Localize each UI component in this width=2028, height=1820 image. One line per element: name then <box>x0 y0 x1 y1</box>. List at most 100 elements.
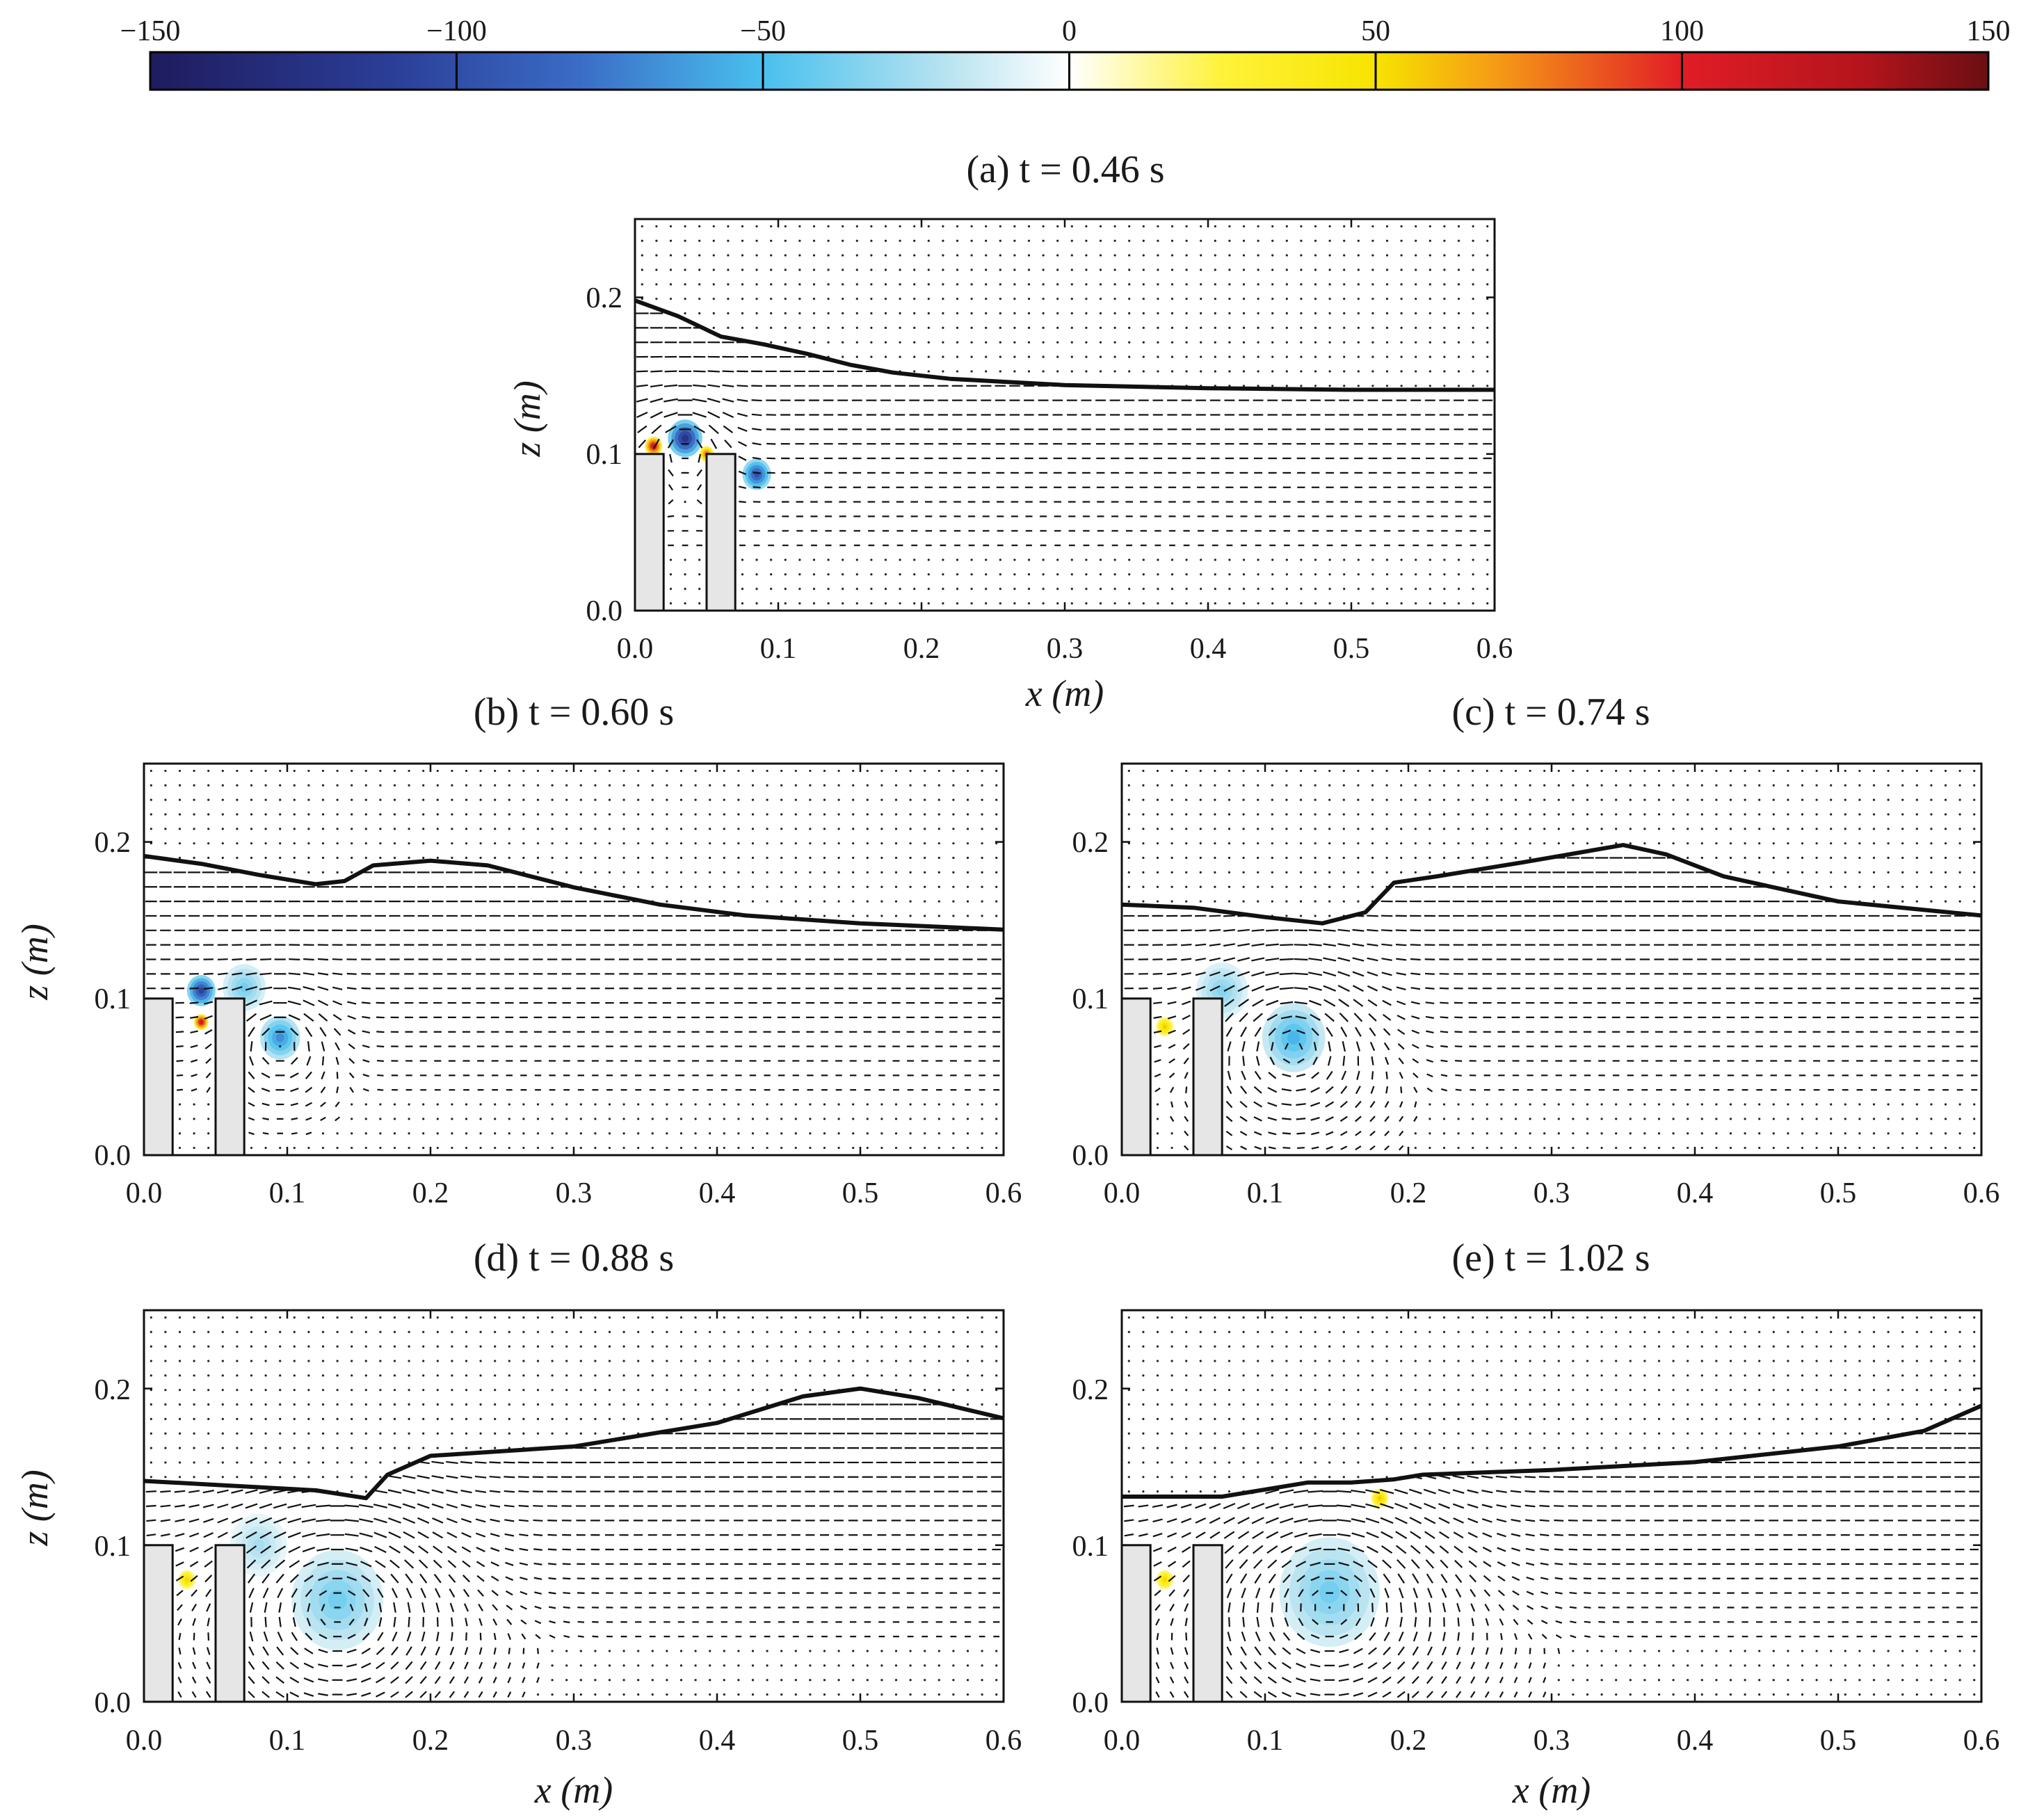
air-point <box>178 1432 182 1435</box>
air-point <box>1228 283 1231 286</box>
air-point <box>1744 813 1746 816</box>
velocity-arrow <box>1226 1086 1232 1095</box>
velocity-point <box>866 1118 869 1120</box>
velocity-point <box>1872 1118 1876 1120</box>
velocity-arrow <box>1296 1118 1306 1120</box>
air-point <box>1915 900 1918 903</box>
air-point <box>1729 828 1732 830</box>
velocity-point <box>1958 1132 1961 1135</box>
air-point <box>1042 254 1045 257</box>
air-point <box>1729 769 1732 773</box>
air-point <box>150 1417 152 1420</box>
velocity-arrow <box>1294 987 1308 990</box>
air-point <box>1314 341 1317 344</box>
air-point <box>1973 769 1976 773</box>
velocity-point <box>351 1146 353 1150</box>
air-point <box>351 828 353 830</box>
air-point <box>842 239 844 242</box>
velocity-point <box>1500 1118 1503 1120</box>
air-point <box>164 1432 167 1435</box>
velocity-arrow <box>1167 1015 1177 1020</box>
air-point <box>1314 828 1317 830</box>
air-point <box>679 813 683 816</box>
velocity-arrow <box>650 398 663 403</box>
air-point <box>1228 268 1231 271</box>
air-point <box>1343 312 1346 315</box>
air-point <box>1801 856 1804 860</box>
air-point <box>1514 813 1518 816</box>
velocity-point <box>1185 558 1188 561</box>
velocity-point <box>1442 1132 1446 1135</box>
air-point <box>1872 813 1876 816</box>
velocity-point <box>522 1103 525 1106</box>
air-point <box>1156 769 1159 773</box>
air-point <box>784 239 787 242</box>
air-point <box>1185 225 1188 228</box>
velocity-point <box>1042 573 1045 576</box>
velocity-point <box>679 1146 683 1150</box>
velocity-arrow <box>1168 1029 1176 1034</box>
air-point <box>479 842 482 845</box>
velocity-point <box>1514 1118 1518 1120</box>
air-point <box>999 239 1001 242</box>
velocity-arrow <box>305 1132 312 1136</box>
velocity-arrow <box>737 426 748 433</box>
air-point <box>1930 813 1933 816</box>
air-point <box>1357 385 1360 387</box>
velocity-arrow <box>1154 1073 1161 1078</box>
air-point <box>193 856 195 860</box>
velocity-point <box>1529 1132 1531 1135</box>
air-point <box>1185 871 1188 873</box>
velocity-point <box>1529 1118 1531 1120</box>
velocity-point <box>1772 1118 1775 1120</box>
air-point <box>1371 813 1374 816</box>
air-point <box>666 856 668 860</box>
velocity-arrow <box>177 1604 183 1611</box>
air-point <box>1285 283 1288 286</box>
air-point <box>1314 842 1317 845</box>
velocity-arrow <box>333 1028 341 1036</box>
air-point <box>1672 842 1675 845</box>
air-point <box>164 1316 167 1319</box>
air-point <box>741 225 744 228</box>
air-point <box>755 312 758 315</box>
velocity-point <box>1056 558 1059 561</box>
air-point <box>1214 355 1216 358</box>
velocity-point <box>207 1118 210 1120</box>
air-point <box>1543 842 1546 845</box>
velocity-arrow <box>176 1590 184 1597</box>
air-point <box>436 842 439 845</box>
air-point <box>150 1316 152 1319</box>
velocity-arrow <box>1267 1102 1278 1107</box>
air-point <box>1357 355 1360 358</box>
velocity-point <box>1615 1118 1618 1120</box>
velocity-arrow <box>307 1041 310 1052</box>
air-point <box>1415 239 1417 242</box>
air-point <box>766 842 768 845</box>
velocity-point <box>1744 1132 1746 1135</box>
air-point <box>1285 254 1288 257</box>
velocity-point <box>794 1146 797 1150</box>
air-point <box>970 254 973 257</box>
velocity-point <box>884 558 887 561</box>
velocity-arrow <box>290 1088 299 1093</box>
velocity-arrow <box>1239 1116 1248 1122</box>
air-point <box>655 254 658 257</box>
air-point <box>1200 341 1202 344</box>
velocity-point <box>784 602 787 605</box>
air-point <box>451 842 453 845</box>
air-point <box>178 813 182 816</box>
air-point <box>1070 283 1073 286</box>
air-point <box>1586 769 1589 773</box>
air-point <box>321 813 325 816</box>
air-point <box>1443 370 1446 373</box>
air-point <box>1443 341 1446 344</box>
velocity-point <box>1170 602 1174 605</box>
air-point <box>379 828 382 830</box>
air-point <box>1170 239 1174 242</box>
air-point <box>651 828 654 830</box>
velocity-point <box>737 1103 740 1106</box>
velocity-point <box>1257 558 1260 561</box>
air-point <box>1872 900 1876 903</box>
air-point <box>956 283 959 286</box>
